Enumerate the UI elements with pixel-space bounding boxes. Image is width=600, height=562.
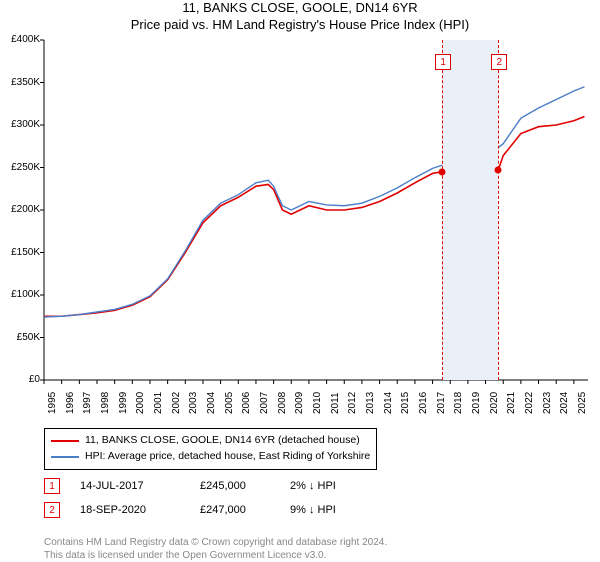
legend-row: HPI: Average price, detached house, East…: [51, 449, 370, 465]
x-tick-label: 1995: [47, 392, 58, 414]
sale-dot: [439, 168, 446, 175]
x-tick-label: 2021: [506, 392, 517, 414]
y-tick-label: £300K: [2, 119, 40, 130]
x-tick-label: 2005: [224, 392, 235, 414]
legend-label: 11, BANKS CLOSE, GOOLE, DN14 6YR (detach…: [85, 433, 360, 449]
y-tick-label: £0: [2, 374, 40, 385]
sale-diff: 2% ↓ HPI: [290, 480, 336, 492]
legend-row: 11, BANKS CLOSE, GOOLE, DN14 6YR (detach…: [51, 433, 370, 449]
x-tick-label: 2014: [383, 392, 394, 414]
legend-label: HPI: Average price, detached house, East…: [85, 449, 370, 465]
x-tick-label: 2004: [206, 392, 217, 414]
x-tick-label: 2002: [171, 392, 182, 414]
sale-price: £247,000: [200, 504, 290, 516]
sale-marker-index: 2: [491, 54, 507, 70]
y-tick-label: £50K: [2, 332, 40, 343]
x-tick-label: 2017: [436, 392, 447, 414]
y-tick-label: £150K: [2, 247, 40, 258]
legend-swatch: [51, 440, 79, 442]
legend-swatch: [51, 456, 79, 458]
footer-text: Contains HM Land Registry data © Crown c…: [44, 536, 387, 562]
x-tick-label: 2024: [559, 392, 570, 414]
y-tick-label: £100K: [2, 289, 40, 300]
x-tick-label: 2007: [259, 392, 270, 414]
x-tick-label: 2003: [188, 392, 199, 414]
sale-price: £245,000: [200, 480, 290, 492]
x-tick-label: 2006: [241, 392, 252, 414]
x-tick-label: 1997: [82, 392, 93, 414]
sale-row: 2 18-SEP-2020£247,0009% ↓ HPI: [44, 502, 336, 518]
x-tick-label: 2018: [453, 392, 464, 414]
footer-line1: Contains HM Land Registry data © Crown c…: [44, 536, 387, 549]
x-tick-label: 2015: [400, 392, 411, 414]
sale-marker-line: [442, 40, 443, 380]
legend-box: 11, BANKS CLOSE, GOOLE, DN14 6YR (detach…: [44, 428, 377, 470]
x-tick-label: 2001: [153, 392, 164, 414]
x-tick-label: 1996: [65, 392, 76, 414]
x-tick-label: 2019: [471, 392, 482, 414]
x-tick-label: 2023: [542, 392, 553, 414]
x-tick-label: 1999: [118, 392, 129, 414]
sale-date: 14-JUL-2017: [80, 480, 200, 492]
y-tick-label: £350K: [2, 77, 40, 88]
sale-diff: 9% ↓ HPI: [290, 504, 336, 516]
x-tick-label: 2010: [312, 392, 323, 414]
sale-index-box: 1: [44, 478, 60, 494]
sale-dot: [495, 167, 502, 174]
x-tick-label: 2000: [135, 392, 146, 414]
sale-index-box: 2: [44, 502, 60, 518]
x-tick-label: 2016: [418, 392, 429, 414]
y-tick-label: £250K: [2, 162, 40, 173]
x-tick-label: 2011: [330, 392, 341, 414]
shade-band: [442, 40, 498, 380]
footer-line2: This data is licensed under the Open Gov…: [44, 549, 387, 562]
y-tick-label: £200K: [2, 204, 40, 215]
x-tick-label: 2012: [347, 392, 358, 414]
x-tick-label: 2022: [524, 392, 535, 414]
x-tick-label: 2025: [577, 392, 588, 414]
x-tick-label: 2020: [489, 392, 500, 414]
sale-row: 1 14-JUL-2017£245,0002% ↓ HPI: [44, 478, 336, 494]
sale-marker-index: 1: [435, 54, 451, 70]
sale-date: 18-SEP-2020: [80, 504, 200, 516]
line-chart: [0, 0, 600, 560]
sale-marker-line: [498, 40, 499, 380]
x-tick-label: 1998: [100, 392, 111, 414]
y-tick-label: £400K: [2, 34, 40, 45]
x-tick-label: 2013: [365, 392, 376, 414]
x-tick-label: 2008: [277, 392, 288, 414]
x-tick-label: 2009: [294, 392, 305, 414]
